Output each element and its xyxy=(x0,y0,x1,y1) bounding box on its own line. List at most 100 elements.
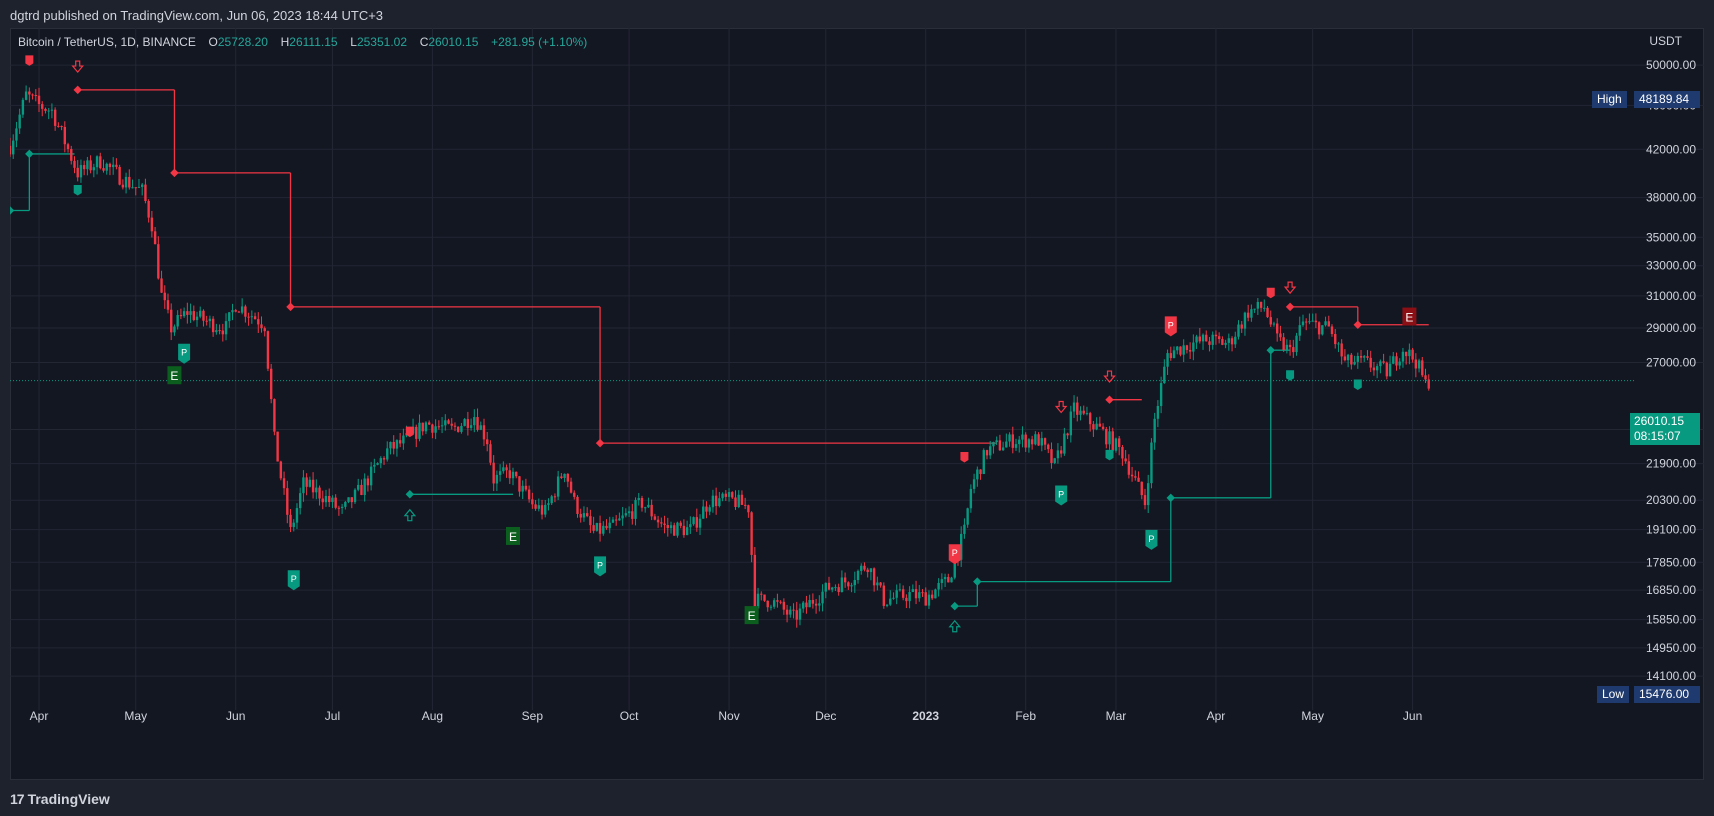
candle-body xyxy=(702,506,705,519)
candle-body xyxy=(495,474,499,484)
y-tick-label: 42000.00 xyxy=(1646,142,1696,156)
candle-body xyxy=(669,525,673,529)
candle-body xyxy=(805,602,808,608)
candle-body xyxy=(57,125,60,127)
arrow-down-icon xyxy=(71,60,84,74)
x-tick-label: Jun xyxy=(1403,709,1422,723)
candle-body xyxy=(1353,361,1356,365)
candle-body xyxy=(627,511,631,514)
y-tick-label: 38000.00 xyxy=(1646,191,1696,205)
candle-body xyxy=(266,331,270,369)
candle-body xyxy=(1192,342,1195,352)
candle-body xyxy=(1395,356,1398,366)
candle-body xyxy=(1263,307,1266,309)
symbol-name[interactable]: Bitcoin / TetherUS, 1D, BINANCE xyxy=(18,35,196,49)
candle-body xyxy=(1324,321,1327,326)
candle-body xyxy=(1217,336,1221,340)
candle-body xyxy=(1372,367,1376,371)
price-axis[interactable]: 50000.0046000.0042000.0038000.0035000.00… xyxy=(1646,58,1696,683)
candle-body xyxy=(166,300,170,310)
candle-body xyxy=(453,425,457,427)
candle-body xyxy=(776,600,779,602)
candle-body xyxy=(379,458,383,464)
candle-body xyxy=(963,524,966,534)
candle-body xyxy=(157,244,160,279)
candle-body xyxy=(440,425,444,427)
candle-body xyxy=(589,516,592,526)
arrow-up-icon xyxy=(948,619,962,633)
signal-annotations: P E P E P E P P P P E xyxy=(25,55,1417,633)
candle-body xyxy=(585,513,589,517)
candle-body xyxy=(673,525,676,536)
candle-body xyxy=(1308,321,1311,323)
tradingview-logo[interactable]: 17 TradingView xyxy=(10,791,110,807)
candle-body xyxy=(276,431,279,462)
candle-body xyxy=(279,461,283,479)
candle-body xyxy=(860,565,863,571)
candle-body xyxy=(1385,362,1389,377)
candle-body xyxy=(153,231,157,245)
candle-body xyxy=(1182,345,1185,355)
candle-body xyxy=(115,164,118,167)
candle-body xyxy=(121,184,125,188)
y-tick-label: 17850.00 xyxy=(1646,555,1696,569)
candle-body xyxy=(1350,354,1353,365)
candle-body xyxy=(418,422,421,439)
candle-body xyxy=(128,176,131,188)
resistance-level-marker xyxy=(1105,395,1114,404)
x-tick-label: Jul xyxy=(325,709,340,723)
signal-flag xyxy=(1286,370,1295,381)
candle-body xyxy=(1330,326,1334,334)
candle-body xyxy=(756,593,760,609)
candle-body xyxy=(199,310,202,317)
candle-body xyxy=(253,316,257,320)
candle-body xyxy=(998,440,1002,451)
candle-body xyxy=(456,426,460,432)
candle-body xyxy=(44,108,47,111)
candle-body xyxy=(656,519,660,523)
candle-body xyxy=(298,493,302,509)
candle-body xyxy=(189,311,192,315)
candle-body xyxy=(286,488,289,515)
candle-body xyxy=(540,505,544,515)
candle-body xyxy=(473,417,476,426)
candle-body xyxy=(334,497,337,508)
resistance-level-marker xyxy=(595,438,605,448)
currency-label[interactable]: USDT xyxy=(1649,34,1682,48)
candle-body xyxy=(302,477,305,494)
candle-body xyxy=(802,602,805,609)
candle-body xyxy=(415,426,418,439)
candle-body xyxy=(218,330,221,332)
change-value: +281.95 (+1.10%) xyxy=(491,35,588,49)
candle-body xyxy=(560,476,563,478)
tradingview-brand-name: TradingView xyxy=(27,791,110,807)
candle-body xyxy=(614,519,618,521)
candle-body xyxy=(798,608,802,620)
candle-body xyxy=(489,444,492,463)
signal-tag xyxy=(1055,485,1068,506)
candle-body xyxy=(1014,444,1018,448)
candle-body xyxy=(940,579,944,583)
candle-body xyxy=(1417,360,1421,369)
candle-body xyxy=(1314,320,1318,323)
time-axis[interactable]: Apr May Jun Jul Aug Sep Oct Nov Dec 2023 Feb Mar Apr… xyxy=(30,709,1423,723)
candle-body xyxy=(79,165,83,178)
candle-body xyxy=(947,577,950,583)
x-tick-label: Feb xyxy=(1015,709,1036,723)
candle-body xyxy=(876,582,879,586)
y-tick-label: 14100.00 xyxy=(1646,669,1696,683)
candle-body xyxy=(1066,433,1069,436)
candle-body xyxy=(324,495,328,503)
signal-tag-label: P xyxy=(1058,489,1064,499)
candle-body xyxy=(772,600,776,607)
candle-body xyxy=(1424,375,1427,380)
candle-body xyxy=(1127,461,1131,475)
signal-box xyxy=(744,606,759,625)
candle-body xyxy=(340,506,344,508)
candle-body xyxy=(1005,441,1008,448)
candle-body xyxy=(234,310,237,312)
candle-body xyxy=(1143,495,1147,506)
candle-body xyxy=(1234,336,1237,345)
x-tick-label: Dec xyxy=(815,709,836,723)
